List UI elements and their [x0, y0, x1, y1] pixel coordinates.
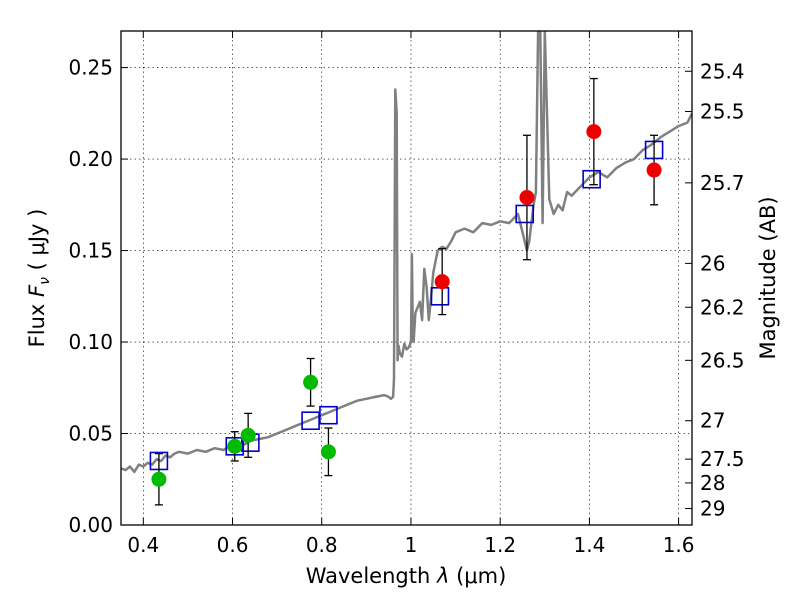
axis-ticks: 0.4 0.6 0.8 1 1.2 1.4 1.6 0.00 0.05 0.10 0.15 0.20 0… — [68, 31, 745, 557]
y-tick-label: 0.10 — [68, 330, 113, 354]
x-tick-label: 1.4 — [573, 533, 605, 557]
model-photometry-point — [430, 286, 450, 306]
nir-observation-point — [519, 189, 535, 205]
plot-area — [121, 31, 692, 506]
right-tick-label: 27 — [700, 409, 725, 433]
y-tick-label: 0.25 — [68, 56, 113, 80]
x-tick-label: 1.6 — [663, 533, 695, 557]
nir-observation-point — [646, 162, 662, 178]
model-photometry-point — [319, 405, 338, 425]
optical-observation-point — [320, 444, 336, 460]
x-tick-label: 0.4 — [127, 533, 159, 557]
optical-observation-point — [240, 427, 256, 443]
y-axis-label-symbol: F — [25, 284, 49, 297]
x-tick-label: 0.6 — [217, 533, 249, 557]
model-photometry-point — [582, 169, 601, 189]
optical-observation-point — [303, 374, 319, 390]
y-tick-label: 0.05 — [68, 422, 113, 446]
right-tick-label: 25.7 — [700, 171, 745, 195]
y-axis-label-prefix: Flux — [25, 297, 49, 347]
nir-observation-point — [434, 274, 450, 290]
x-axis-label-prefix: Wavelength — [306, 564, 437, 588]
model-photometry-point — [301, 411, 320, 431]
right-axis-label: Magnitude (AB) — [756, 196, 780, 359]
x-axis-label-symbol: λ — [436, 564, 449, 588]
x-axis-label-unit: (μm) — [449, 564, 506, 588]
right-tick-label: 29 — [700, 497, 725, 521]
optical-observation-point — [227, 438, 243, 454]
right-tick-label: 25.4 — [700, 59, 745, 83]
right-tick-label: 26.5 — [700, 348, 745, 372]
model-photometry-point — [515, 204, 535, 224]
y-axis-label-unit: ( μJy ) — [25, 209, 49, 277]
x-tick-label: 0.8 — [306, 533, 338, 557]
sed-model-line — [121, 31, 692, 474]
x-tick-label: 1 — [405, 533, 418, 557]
y-axis-label: Flux Fν ( μJy ) — [25, 209, 53, 348]
right-tick-label: 25.5 — [700, 100, 745, 124]
right-tick-label: 28 — [700, 471, 725, 495]
optical-observation-point — [151, 471, 167, 487]
y-tick-label: 0.00 — [68, 513, 113, 537]
right-tick-label: 26 — [700, 251, 725, 275]
x-tick-label: 1.2 — [484, 533, 516, 557]
right-tick-label: 27.5 — [700, 447, 745, 471]
right-tick-label: 26.2 — [700, 295, 745, 319]
nir-observation-point — [586, 124, 602, 140]
y-tick-label: 0.15 — [68, 239, 113, 263]
plot-frame — [120, 30, 693, 526]
y-axis-label-subscript: ν — [37, 277, 53, 285]
x-axis-label: Wavelength λ (μm) — [306, 564, 507, 588]
y-tick-label: 0.20 — [68, 147, 113, 171]
